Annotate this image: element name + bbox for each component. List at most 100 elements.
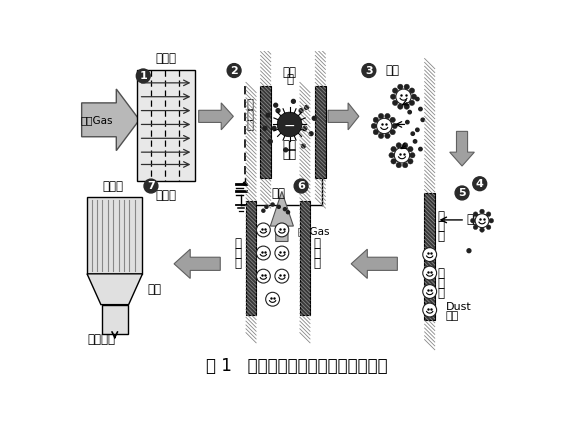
Circle shape xyxy=(269,139,272,143)
Circle shape xyxy=(405,120,409,124)
Circle shape xyxy=(376,118,392,134)
Polygon shape xyxy=(199,103,233,130)
Circle shape xyxy=(277,205,280,208)
Circle shape xyxy=(416,97,419,101)
Circle shape xyxy=(408,147,413,152)
Text: 放电: 放电 xyxy=(282,66,296,79)
Circle shape xyxy=(266,113,270,117)
Circle shape xyxy=(271,203,274,206)
Circle shape xyxy=(294,179,308,193)
Circle shape xyxy=(390,117,396,123)
Circle shape xyxy=(256,269,270,283)
Polygon shape xyxy=(270,192,293,242)
Text: Dust: Dust xyxy=(446,302,472,312)
Text: 5: 5 xyxy=(458,188,466,198)
Circle shape xyxy=(262,209,265,212)
Circle shape xyxy=(276,109,280,112)
Circle shape xyxy=(277,112,302,137)
Circle shape xyxy=(266,292,280,306)
Circle shape xyxy=(265,205,268,208)
Circle shape xyxy=(396,89,411,104)
Circle shape xyxy=(275,223,289,237)
Text: 集: 集 xyxy=(234,237,241,250)
Text: 放电: 放电 xyxy=(282,148,296,161)
Circle shape xyxy=(419,147,422,151)
Polygon shape xyxy=(328,103,359,130)
Circle shape xyxy=(403,163,408,168)
Circle shape xyxy=(263,126,267,130)
Text: 图 1   湿式电除尘器的工作原理示意图: 图 1 湿式电除尘器的工作原理示意图 xyxy=(206,357,388,375)
Circle shape xyxy=(475,214,489,228)
Circle shape xyxy=(414,140,417,143)
Circle shape xyxy=(302,144,305,148)
Text: 集: 集 xyxy=(246,98,253,111)
Circle shape xyxy=(304,106,309,109)
Circle shape xyxy=(371,123,376,129)
Circle shape xyxy=(473,212,478,216)
Bar xyxy=(137,70,195,181)
Text: 尘: 尘 xyxy=(246,109,253,122)
Text: 到排水池: 到排水池 xyxy=(87,333,115,346)
Circle shape xyxy=(409,88,415,93)
Circle shape xyxy=(467,249,471,253)
Bar xyxy=(102,305,128,334)
Circle shape xyxy=(404,104,409,109)
Circle shape xyxy=(396,163,401,168)
Circle shape xyxy=(299,109,303,112)
Circle shape xyxy=(394,147,409,163)
Circle shape xyxy=(473,225,478,229)
Polygon shape xyxy=(82,89,139,151)
Polygon shape xyxy=(87,274,143,305)
Text: 吸引力: 吸引力 xyxy=(467,213,488,226)
Circle shape xyxy=(409,152,415,158)
Bar xyxy=(246,201,256,315)
Text: 尘: 尘 xyxy=(313,247,320,260)
Circle shape xyxy=(303,126,307,130)
Text: 含尘Gas: 含尘Gas xyxy=(81,116,113,125)
Circle shape xyxy=(423,303,437,317)
Circle shape xyxy=(393,88,398,93)
Circle shape xyxy=(391,159,396,164)
Circle shape xyxy=(408,159,413,164)
Text: 极: 极 xyxy=(438,288,445,300)
Circle shape xyxy=(480,228,484,232)
Polygon shape xyxy=(174,249,220,278)
Circle shape xyxy=(373,117,379,123)
Circle shape xyxy=(275,269,289,283)
Text: 极: 极 xyxy=(313,257,320,270)
Polygon shape xyxy=(450,131,474,166)
Circle shape xyxy=(403,143,408,148)
Circle shape xyxy=(486,212,491,216)
Circle shape xyxy=(408,110,411,114)
Bar xyxy=(299,201,310,315)
Circle shape xyxy=(309,132,313,136)
Circle shape xyxy=(423,266,437,280)
Circle shape xyxy=(362,64,376,77)
Circle shape xyxy=(419,107,422,111)
Text: 尘: 尘 xyxy=(438,277,445,290)
Circle shape xyxy=(480,209,484,214)
Circle shape xyxy=(393,100,398,106)
Circle shape xyxy=(385,113,390,119)
Text: 集: 集 xyxy=(438,267,445,280)
Circle shape xyxy=(284,148,288,152)
Circle shape xyxy=(275,246,289,260)
Circle shape xyxy=(411,132,415,136)
Circle shape xyxy=(373,129,379,135)
Circle shape xyxy=(455,186,469,200)
Circle shape xyxy=(390,129,396,135)
Circle shape xyxy=(136,69,150,83)
Circle shape xyxy=(423,285,437,298)
Circle shape xyxy=(473,177,487,191)
Text: 极: 极 xyxy=(246,120,253,133)
Circle shape xyxy=(256,223,270,237)
Bar xyxy=(315,86,326,179)
Circle shape xyxy=(391,147,396,152)
Circle shape xyxy=(416,128,419,131)
Circle shape xyxy=(396,143,401,148)
Text: 收尘室: 收尘室 xyxy=(155,52,176,65)
Text: 极: 极 xyxy=(286,73,293,86)
Circle shape xyxy=(390,94,396,99)
Circle shape xyxy=(385,133,390,139)
Text: 喷嘴: 喷嘴 xyxy=(271,187,285,200)
